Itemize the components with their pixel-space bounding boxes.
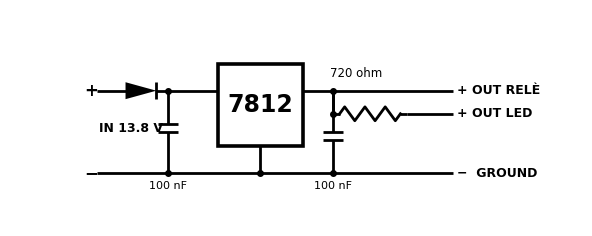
Text: 100 nF: 100 nF: [314, 181, 352, 191]
Text: 7812: 7812: [227, 93, 293, 117]
Text: IN 13.8 V: IN 13.8 V: [99, 122, 163, 135]
Text: +: +: [84, 82, 98, 100]
Text: −  GROUND: − GROUND: [456, 167, 537, 180]
Polygon shape: [126, 82, 156, 99]
Text: + OUT RELÈ: + OUT RELÈ: [456, 84, 540, 97]
Text: 720 ohm: 720 ohm: [330, 67, 382, 80]
Text: −: −: [84, 164, 98, 182]
Bar: [218, 64, 303, 146]
Text: + OUT LED: + OUT LED: [456, 107, 532, 120]
Text: 100 nF: 100 nF: [149, 181, 187, 191]
